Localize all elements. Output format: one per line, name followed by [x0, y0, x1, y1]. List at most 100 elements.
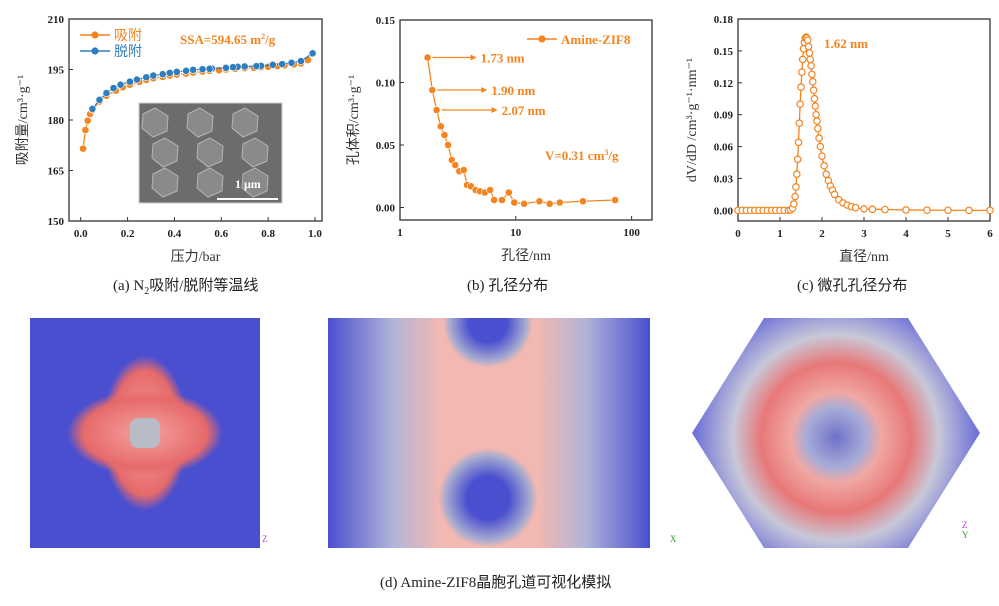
- y-tick-label: 165: [48, 166, 65, 178]
- data-point: [504, 188, 513, 197]
- data-point: [222, 63, 230, 72]
- legend-marker: [91, 47, 99, 55]
- data-point: [555, 198, 564, 207]
- data-point: [432, 106, 441, 114]
- y-axis-label: 吸附量/cm³·g⁻¹: [15, 75, 31, 165]
- data-point: [440, 131, 449, 139]
- data-point: [126, 77, 134, 86]
- data-point: [965, 206, 973, 215]
- arrowhead-icon: [470, 54, 477, 61]
- y-axis-label: 孔体积/cm³·g⁻¹: [346, 75, 362, 165]
- x-axis-label: 压力/bar: [171, 249, 221, 265]
- x-tick-label: 1.0: [308, 228, 322, 240]
- x-tick-label: 0.6: [214, 228, 228, 240]
- legend-marker: [538, 35, 546, 43]
- x-axis-label: 孔径/nm: [501, 248, 551, 264]
- data-point: [535, 197, 544, 206]
- crystal-shape: [241, 137, 269, 168]
- data-point: [205, 64, 214, 73]
- crystal-shape: [141, 107, 169, 138]
- data-point: [611, 196, 619, 204]
- crystal-shape: [196, 137, 224, 168]
- data-point: [172, 67, 181, 76]
- y-tick-label: 0.05: [376, 140, 396, 152]
- data-point: [804, 42, 813, 51]
- x-tick-label: 3: [861, 228, 867, 240]
- data-point: [428, 86, 437, 94]
- data-point: [809, 86, 818, 95]
- scale-bar-label: 1 μm: [235, 177, 261, 191]
- y-tick-label: 0.00: [376, 203, 396, 215]
- data-point: [79, 144, 87, 153]
- x-tick-label: 0.0: [74, 228, 88, 240]
- data-point: [815, 134, 823, 142]
- data-point: [793, 155, 802, 164]
- series-line: [738, 36, 990, 212]
- y-tick-label: 0.06: [714, 142, 734, 154]
- data-point: [229, 63, 237, 72]
- data-point: [792, 183, 800, 191]
- data-point: [851, 203, 860, 212]
- data-point: [808, 77, 817, 86]
- ssa-annotation: SSA=594.65 m2/g: [180, 32, 276, 47]
- y-tick-label: 0.10: [376, 78, 396, 90]
- data-point: [95, 95, 104, 104]
- data-point: [807, 61, 815, 70]
- data-point: [806, 55, 815, 64]
- data-point: [182, 66, 191, 75]
- data-point: [165, 68, 174, 77]
- x-tick-label: 2: [819, 228, 825, 240]
- y-tick-label: 195: [48, 65, 65, 77]
- data-point: [498, 196, 506, 204]
- y-tick-label: 0.12: [714, 78, 734, 90]
- x-tick-label: 0.2: [121, 228, 135, 240]
- data-point: [444, 141, 452, 149]
- data-point: [278, 60, 287, 69]
- x-tick-label: 1: [777, 228, 783, 240]
- x-tick-label: 1: [397, 227, 403, 239]
- crystal-shape: [186, 107, 214, 138]
- x-tick-label: 0.8: [261, 228, 275, 240]
- y-tick-label: 0.00: [714, 205, 734, 217]
- data-point: [83, 116, 92, 125]
- data-point: [81, 126, 90, 135]
- data-point: [822, 170, 831, 179]
- chart-isotherm: 0.0 0.2 0.4 0.6 0.8 1.0 150 165 180 195 210 压力/bar 吸…: [15, 14, 323, 265]
- x-tick-label: 0.4: [168, 228, 182, 240]
- data-point: [116, 80, 125, 89]
- series-line: [426, 57, 616, 205]
- data-point: [813, 117, 821, 125]
- data-point: [812, 110, 820, 119]
- data-point: [795, 119, 804, 127]
- data-point: [810, 94, 819, 103]
- x-tick-label: 100: [623, 227, 640, 239]
- axis-triad-left: Z: [262, 534, 268, 544]
- data-point: [436, 122, 445, 131]
- data-point: [579, 197, 587, 206]
- arrowhead-icon: [491, 107, 498, 113]
- data-point: [923, 206, 931, 214]
- data-point: [88, 104, 97, 113]
- data-point: [808, 70, 816, 79]
- data-point: [797, 83, 805, 91]
- y-tick-label: 0.18: [714, 14, 734, 26]
- legend-label: 吸附: [114, 28, 142, 44]
- y-axis-label: dV/dD /cm³·g⁻¹·nm⁻¹: [685, 58, 700, 182]
- arrowhead-icon: [481, 87, 488, 93]
- x-tick-label: 10: [510, 227, 522, 239]
- crystal-shape: [151, 137, 179, 168]
- crystal-shape: [151, 167, 179, 198]
- data-point: [545, 199, 554, 208]
- data-point: [814, 124, 822, 133]
- x-axis-label: 直径/nm: [839, 248, 889, 265]
- x-tick-label: 0: [735, 228, 741, 240]
- data-point: [830, 190, 839, 199]
- x-tick-label: 5: [945, 228, 951, 240]
- data-point: [793, 170, 801, 179]
- y-tick-label: 0.09: [714, 110, 734, 122]
- legend-label: 脱附: [114, 44, 142, 60]
- caption-b: (b) 孔径分布: [467, 278, 549, 294]
- data-point: [986, 206, 994, 215]
- data-point: [798, 68, 806, 76]
- data-point: [109, 84, 118, 92]
